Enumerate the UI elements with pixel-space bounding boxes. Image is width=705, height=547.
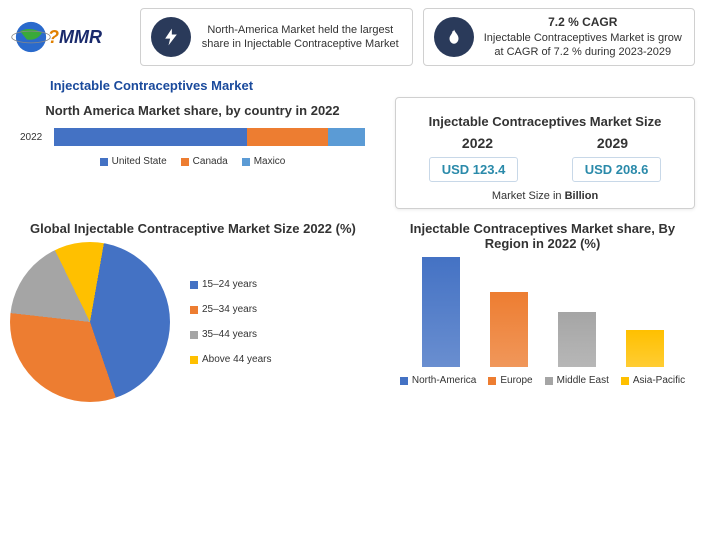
legend-swatch <box>400 377 408 385</box>
hbar-title: North America Market share, by country i… <box>10 103 375 118</box>
vbar <box>422 257 460 367</box>
size-val1: USD 123.4 <box>429 157 519 182</box>
main-title: Injectable Contraceptives Market <box>50 78 705 93</box>
size-note-pre: Market Size in <box>492 190 565 202</box>
legend-label: Asia-Pacific <box>633 375 685 386</box>
legend-item: 15–24 years <box>190 279 272 290</box>
legend-item: Above 44 years <box>190 354 272 365</box>
legend-swatch <box>488 377 496 385</box>
legend-label: Above 44 years <box>202 354 272 365</box>
legend-item: United State <box>100 156 167 167</box>
hbar-seg <box>54 128 247 146</box>
pie-chart <box>10 242 170 402</box>
legend-item: 25–34 years <box>190 304 272 315</box>
legend-swatch <box>545 377 553 385</box>
card1-text: North-America Market held the largest sh… <box>199 23 402 52</box>
legend-swatch <box>242 158 250 166</box>
card2-text: 7.2 % CAGR Injectable Contraceptives Mar… <box>482 15 685 59</box>
legend-swatch <box>190 281 198 289</box>
cagr-text: Injectable Contraceptives Market is grow… <box>482 31 685 60</box>
mmr-logo: ?MMR <box>10 8 130 66</box>
insight-card-1: North-America Market held the largest sh… <box>140 8 413 66</box>
hbar-legend: United State Canada Maxico <box>10 156 375 167</box>
legend-swatch <box>190 331 198 339</box>
vbar-title: Injectable Contraceptives Market share, … <box>390 221 695 251</box>
size-note-bold: Billion <box>565 190 599 202</box>
flame-icon <box>434 17 474 57</box>
legend-label: Maxico <box>254 156 286 167</box>
globe-icon <box>10 16 52 58</box>
vbar <box>626 330 664 367</box>
legend-item: Maxico <box>242 156 286 167</box>
size-year2: 2029 <box>597 135 628 151</box>
vbar <box>558 312 596 367</box>
legend-item: Canada <box>181 156 228 167</box>
hbar-ylabel: 2022 <box>20 132 48 143</box>
pie-title: Global Injectable Contraceptive Market S… <box>30 221 370 236</box>
legend-item: North-America <box>400 375 476 386</box>
hbar-seg <box>247 128 328 146</box>
legend-label: 35–44 years <box>202 329 257 340</box>
vbar <box>490 292 528 367</box>
legend-swatch <box>181 158 189 166</box>
insight-card-2: 7.2 % CAGR Injectable Contraceptives Mar… <box>423 8 696 66</box>
legend-swatch <box>190 306 198 314</box>
legend-label: North-America <box>412 375 476 386</box>
market-size-card: Injectable Contraceptives Market Size 20… <box>395 97 695 209</box>
legend-swatch <box>100 158 108 166</box>
legend-label: United State <box>112 156 167 167</box>
pie-legend: 15–24 years 25–34 years 35–44 years Above 4… <box>190 279 272 365</box>
legend-label: Europe <box>500 375 532 386</box>
hbar-chart: 2022 <box>10 124 375 150</box>
logo-main: MMR <box>59 27 102 47</box>
legend-item: Asia-Pacific <box>621 375 685 386</box>
cagr-title: 7.2 % CAGR <box>482 15 685 31</box>
size-year1: 2022 <box>462 135 493 151</box>
size-note: Market Size in Billion <box>410 190 680 202</box>
vbar-chart <box>390 257 695 367</box>
legend-label: 15–24 years <box>202 279 257 290</box>
legend-item: 35–44 years <box>190 329 272 340</box>
legend-swatch <box>621 377 629 385</box>
legend-label: 25–34 years <box>202 304 257 315</box>
legend-label: Canada <box>193 156 228 167</box>
vbar-legend: North-America Europe Middle East Asia-Pacif… <box>390 375 695 386</box>
size-title: Injectable Contraceptives Market Size <box>410 114 680 129</box>
legend-item: Europe <box>488 375 532 386</box>
legend-item: Middle East <box>545 375 609 386</box>
hbar-seg <box>328 128 365 146</box>
legend-label: Middle East <box>557 375 609 386</box>
legend-swatch <box>190 356 198 364</box>
size-val2: USD 208.6 <box>572 157 662 182</box>
bolt-icon <box>151 17 191 57</box>
logo-q: ? <box>48 27 59 47</box>
